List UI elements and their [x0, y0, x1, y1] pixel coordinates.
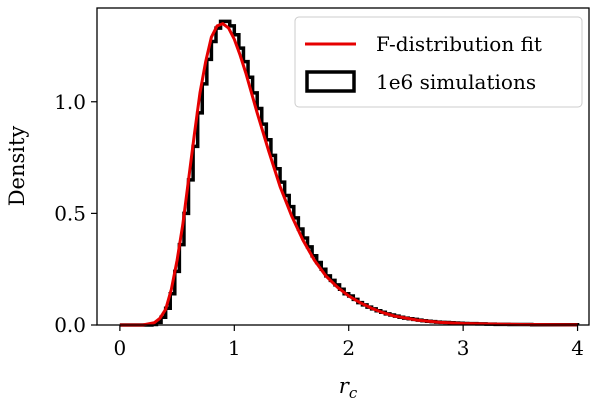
- x-tick-label: 3: [457, 336, 470, 360]
- legend-label-fit: F-distribution fit: [376, 32, 542, 56]
- y-tick-label: 1.0: [54, 90, 86, 114]
- x-tick-label: 4: [571, 336, 584, 360]
- plot-area: [119, 19, 580, 327]
- x-tick-label: 0: [114, 336, 127, 360]
- axes-frame: [96, 7, 590, 326]
- y-axis-label: Density: [5, 126, 29, 207]
- legend-box: [294, 16, 583, 108]
- legend-hist-swatch: [305, 70, 356, 93]
- fit-line: [119, 22, 578, 327]
- legend: F-distribution fit 1e6 simulations: [294, 16, 583, 108]
- y-tick-label: 0.0: [54, 313, 86, 337]
- x-axis-label: rc: [339, 374, 358, 402]
- x-tick-label: 2: [342, 336, 355, 360]
- y-tick-label: 0.5: [54, 201, 86, 225]
- legend-label-simulations: 1e6 simulations: [376, 70, 536, 94]
- x-axis: 0 1 2 3 4: [114, 325, 584, 360]
- y-axis: 0.0 0.5 1.0: [54, 90, 97, 337]
- x-tick-label: 1: [228, 336, 241, 360]
